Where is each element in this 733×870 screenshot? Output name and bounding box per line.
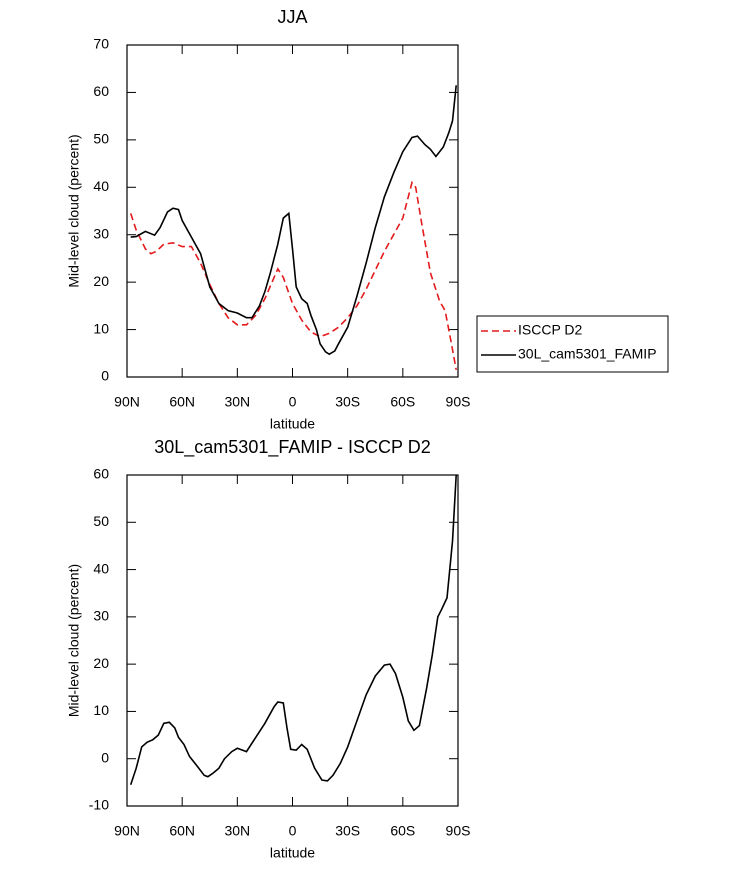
x-tick-label: 0 bbox=[289, 823, 297, 839]
y-tick-label: 70 bbox=[93, 36, 109, 52]
x-tick-label: 60S bbox=[390, 823, 415, 839]
x-tick-label: 60N bbox=[169, 823, 195, 839]
y-tick-label: -10 bbox=[89, 797, 109, 813]
legend-box bbox=[476, 315, 669, 373]
x-tick-label: 60S bbox=[390, 394, 415, 410]
legend-label: 30L_cam5301_FAMIP bbox=[518, 346, 657, 362]
x-tick-label: 30N bbox=[224, 823, 250, 839]
y-tick-label: 50 bbox=[93, 513, 109, 529]
data-line bbox=[130, 85, 457, 356]
x-tick-label: 0 bbox=[289, 394, 297, 410]
x-tick-label: 60N bbox=[169, 394, 195, 410]
x-tick-label: 30N bbox=[224, 394, 250, 410]
x-tick-label: 90S bbox=[446, 823, 471, 839]
y-tick-label: 30 bbox=[93, 225, 109, 241]
y-tick-label: 10 bbox=[93, 702, 109, 718]
y-tick-label: 30 bbox=[93, 608, 109, 624]
x-tick-label: 30S bbox=[335, 394, 360, 410]
y-tick-label: 40 bbox=[93, 560, 109, 576]
y-tick-label: 60 bbox=[93, 466, 109, 482]
x-tick-label: 90N bbox=[114, 394, 140, 410]
x-tick-label: 30S bbox=[335, 823, 360, 839]
y-tick-label: 20 bbox=[93, 273, 109, 289]
data-line bbox=[129, 474, 457, 785]
chart-title: 30L_cam5301_FAMIP - ISCCP D2 bbox=[154, 437, 430, 458]
chart-title: JJA bbox=[277, 7, 307, 27]
y-tick-label: 20 bbox=[93, 655, 109, 671]
y-axis-label: Mid-level cloud (percent) bbox=[66, 134, 82, 287]
legend-label: ISCCP D2 bbox=[518, 322, 583, 338]
x-axis-label: latitude bbox=[270, 416, 315, 432]
data-line bbox=[129, 180, 457, 371]
y-axis-label: Mid-level cloud (percent) bbox=[66, 564, 82, 717]
x-tick-label: 90N bbox=[114, 823, 140, 839]
x-axis-label: latitude bbox=[270, 845, 315, 861]
y-tick-label: 0 bbox=[101, 749, 109, 765]
y-tick-label: 0 bbox=[101, 368, 109, 384]
y-tick-label: 50 bbox=[93, 131, 109, 147]
y-tick-label: 10 bbox=[93, 320, 109, 336]
x-tick-label: 90S bbox=[446, 394, 471, 410]
plot-frame bbox=[126, 44, 459, 378]
y-tick-label: 60 bbox=[93, 83, 109, 99]
y-tick-label: 40 bbox=[93, 178, 109, 194]
plot-frame bbox=[126, 474, 459, 807]
